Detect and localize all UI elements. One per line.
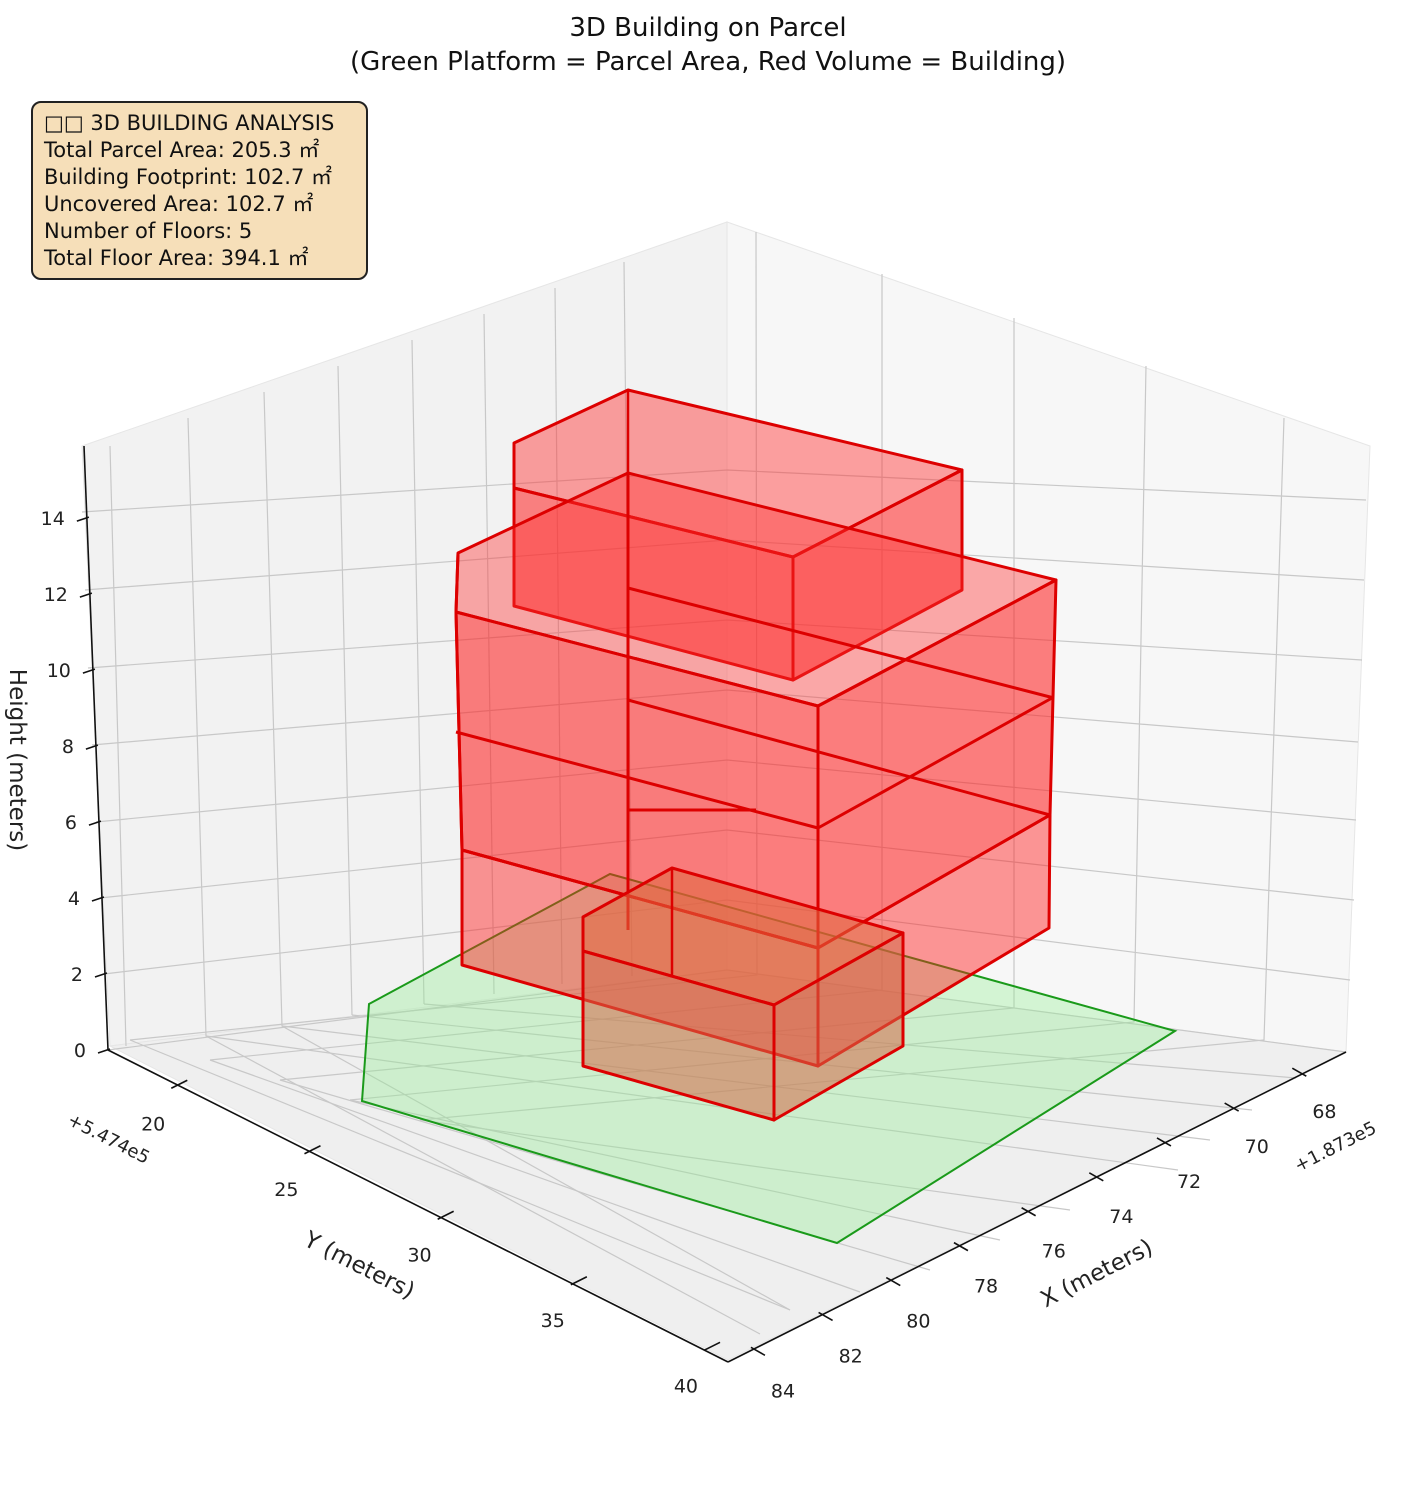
z-tick-0 [97,1048,111,1054]
y-tick-40 [703,1341,721,1351]
z-tick-14 [76,516,90,522]
y-tick-label-25: 25 [274,1179,298,1201]
x-axis-offset: +1.873e5 [1291,1118,1380,1177]
y-tick-20 [170,1079,188,1089]
y-tick-label-40: 40 [674,1375,698,1397]
x-tick-label-76: 76 [1042,1241,1066,1263]
info-floor-area: Total Floor Area: 394.1 ㎡ [44,246,309,270]
x-tick-label-74: 74 [1109,1206,1133,1228]
y-axis-offset: +5.474e5 [64,1110,153,1169]
x-tick-label-72: 72 [1177,1171,1201,1193]
x-tick-78 [953,1241,969,1252]
info-uncovered: Uncovered Area: 102.7 ㎡ [44,192,314,216]
x-axis-line [727,1051,1347,1363]
y-tick-35 [570,1276,588,1286]
x-tick-label-82: 82 [839,1345,863,1367]
z-tick-label-10: 10 [47,660,71,682]
z-tick-12 [79,592,93,598]
z-tick-6 [88,820,102,826]
x-tick-84 [750,1346,766,1356]
y-tick-25 [304,1145,321,1155]
floor-1-right-face [772,931,905,1122]
z-axis-line [83,445,109,1051]
building-volume [454,388,1058,1122]
z-tick-label-6: 6 [65,812,77,834]
x-tick-label-84: 84 [771,1380,795,1402]
chart-subtitle: (Green Platform = Parcel Area, Red Volum… [349,47,1067,77]
info-floors: Number of Floors: 5 [44,219,253,243]
z-tick-8 [85,744,99,750]
z-tick-label-4: 4 [68,888,80,910]
x-tick-68 [1291,1067,1307,1077]
z-tick-label-8: 8 [62,736,74,758]
axis-ticks [76,516,1307,1356]
x-tick-74 [1088,1172,1104,1182]
y-tick-label-30: 30 [407,1244,431,1266]
x-tick-label-80: 80 [906,1311,930,1333]
info-parcel-area: Total Parcel Area: 205.3 ㎡ [44,138,320,162]
z-tick-label-2: 2 [71,964,83,986]
z-tick-label-0: 0 [74,1040,86,1062]
z-tick-label-12: 12 [44,584,68,606]
x-tick-label-78: 78 [974,1276,998,1298]
y-tick-30 [437,1210,455,1220]
z-tick-4 [91,896,105,902]
x-tick-82 [818,1311,833,1322]
y-tick-label-20: 20 [141,1113,165,1135]
z-axis-label: Height (meters) [4,669,30,851]
y-axis-line [107,1049,729,1363]
y-axis-label: Y (meters) [299,1226,419,1304]
x-tick-80 [885,1276,901,1287]
info-heading: □□ 3D BUILDING ANALYSIS [44,111,335,135]
floor-5-right-face [791,468,964,682]
y-tick-label-35: 35 [541,1310,565,1332]
x-tick-label-68: 68 [1312,1101,1336,1123]
z-tick-2 [94,972,108,978]
analysis-info-box: □□ 3D BUILDING ANALYSIS Total Parcel Are… [31,101,368,280]
z-tick-label-14: 14 [41,508,65,530]
axes-lines [83,445,1347,1363]
x-tick-70 [1224,1102,1240,1112]
z-tick-10 [82,668,96,674]
info-footprint: Building Footprint: 102.7 ㎡ [44,165,333,189]
x-tick-label-70: 70 [1245,1136,1269,1158]
x-tick-76 [1021,1207,1037,1217]
x-tick-72 [1156,1137,1172,1147]
chart-title: 3D Building on Parcel [569,13,847,43]
